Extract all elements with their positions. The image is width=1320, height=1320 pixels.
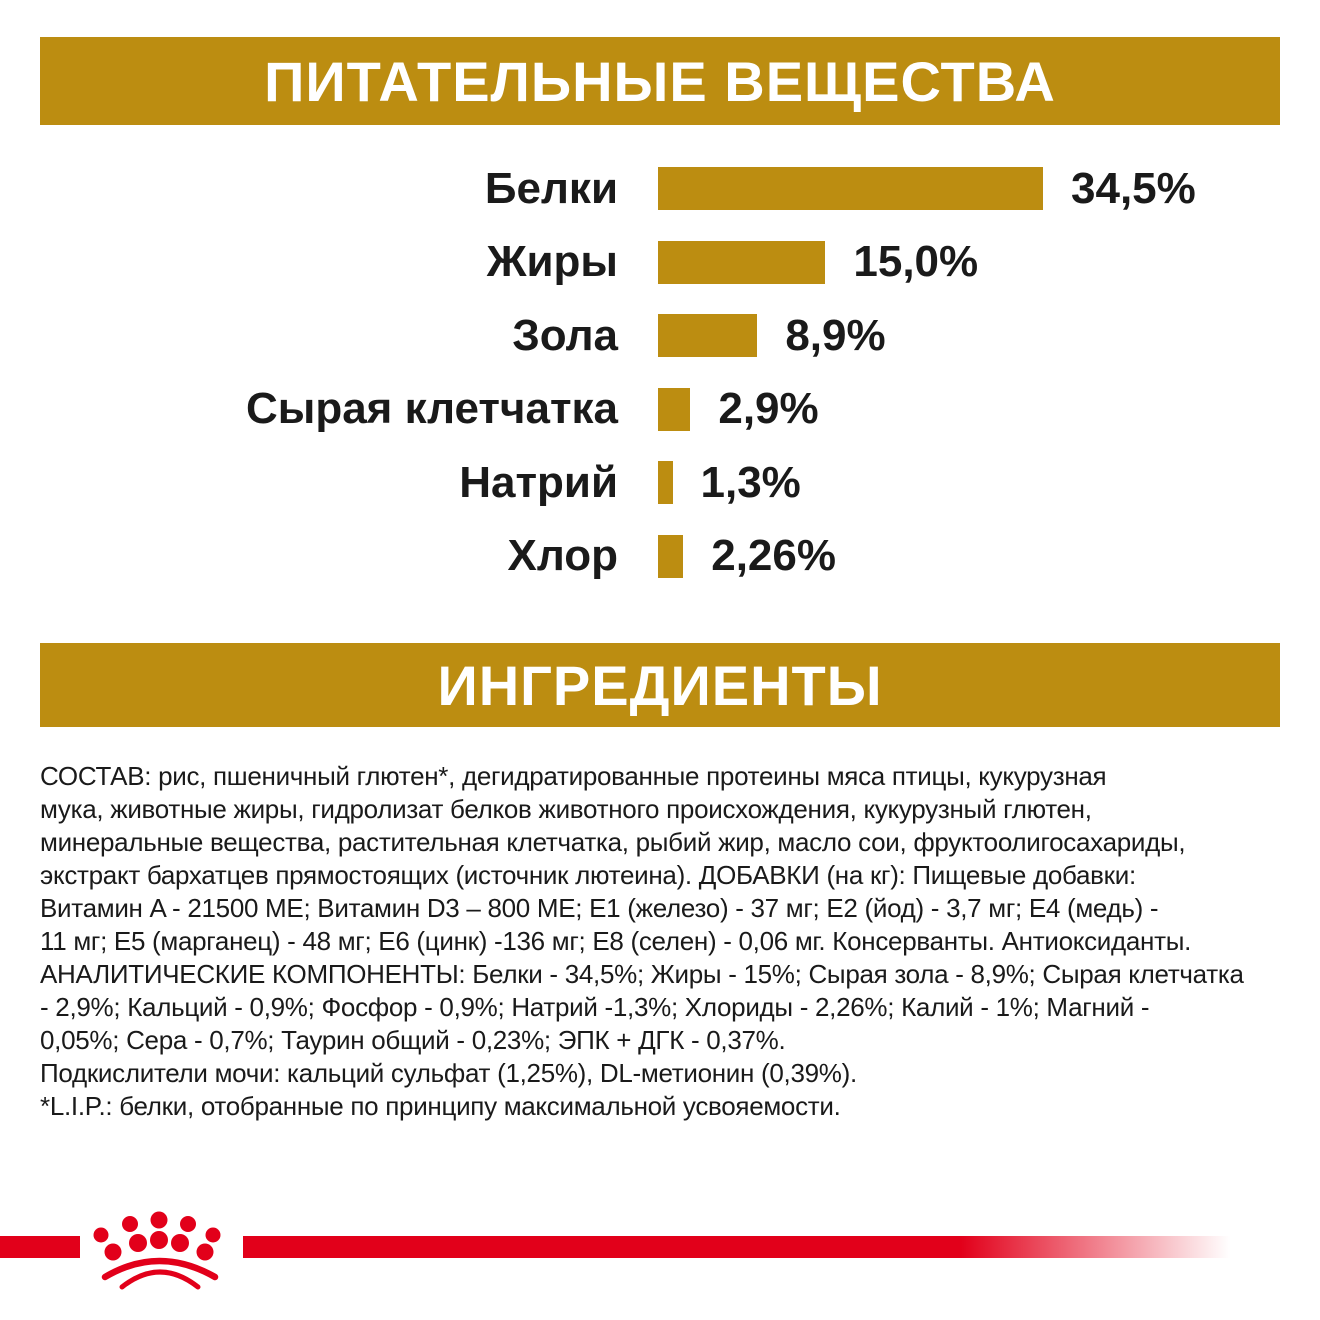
chart-value-label: 8,9% [785,310,886,360]
ingredients-text-line: Подкислители мочи: кальций сульфат (1,25… [40,1058,857,1088]
ingredients-text: СОСТАВ: рис, пшеничный глютен*, дегидрат… [40,760,1300,1123]
chart-row: Зола 8,9% [0,299,1320,373]
footer-stripe-right [243,1236,1240,1258]
chart-category-label: Хлор [507,531,618,581]
chart-row: Сырая клетчатка 2,9% [0,373,1320,447]
ingredients-banner-title: ИНГРЕДИЕНТЫ [40,643,1280,727]
royal-canin-crown-logo [93,1211,221,1290]
ingredients-text-line: АНАЛИТИЧЕСКИЕ КОМПОНЕНТЫ: Белки - 34,5%;… [40,959,1244,989]
chart-bar [658,461,673,505]
crown-arc-outer [101,1257,219,1281]
chart-row: Натрий 1,3% [0,446,1320,520]
chart-category-label: Белки [484,163,618,213]
chart-value-label: 2,26% [711,531,836,581]
ingredients-text-line: - 2,9%; Кальций - 0,9%; Фосфор - 0,9%; Н… [40,992,1150,1022]
chart-bar [658,314,758,358]
chart-row: Белки 34,5% [0,152,1320,226]
footer-stripe-left [0,1236,80,1258]
chart-bar [658,167,1044,211]
chart-value-label: 34,5% [1071,163,1196,213]
chart-category-label: Сырая клетчатка [245,384,618,434]
chart-value-label: 15,0% [853,237,979,287]
chart-value-label: 1,3% [700,457,801,507]
chart-bar [658,387,691,431]
nutrients-banner-title: ПИТАТЕЛЬНЫЕ ВЕЩЕСТВА [40,37,1280,125]
chart-category-label: Натрий [459,457,618,507]
ingredients-text-line: СОСТАВ: рис, пшеничный глютен*, дегидрат… [40,761,1107,791]
ingredients-text-line: 11 мг; E5 (марганец) - 48 мг; E6 (цинк) … [40,926,1192,956]
chart-row: Хлор 2,26% [0,520,1320,594]
ingredients-text-line: экстракт бархатцев прямостоящих (источни… [40,860,1136,890]
chart-bar [658,240,826,284]
ingredients-text-line: *L.I.P.: белки, отобранные по принципу м… [40,1091,841,1121]
chart-value-label: 2,9% [718,384,819,434]
chart-bar [658,534,684,578]
chart-category-label: Жиры [486,237,618,287]
ingredients-text-line: 0,05%; Сера - 0,7%; Таурин общий - 0,23%… [40,1025,786,1055]
chart-row: Жиры 15,0% [0,226,1320,300]
ingredients-text-line: мука, животные жиры, гидролизат белков ж… [40,794,1092,824]
ingredients-text-line: Витамин A - 21500 МЕ; Витамин D3 – 800 М… [40,893,1159,923]
chart-category-label: Зола [512,310,618,360]
ingredients-text-line: минеральные вещества, растительная клетч… [40,827,1186,857]
nutrients-chart: Белки 34,5% Жиры 15,0% Зола 8,9% Сырая клетчат… [0,152,1320,593]
crown-arc-inner [119,1269,201,1290]
